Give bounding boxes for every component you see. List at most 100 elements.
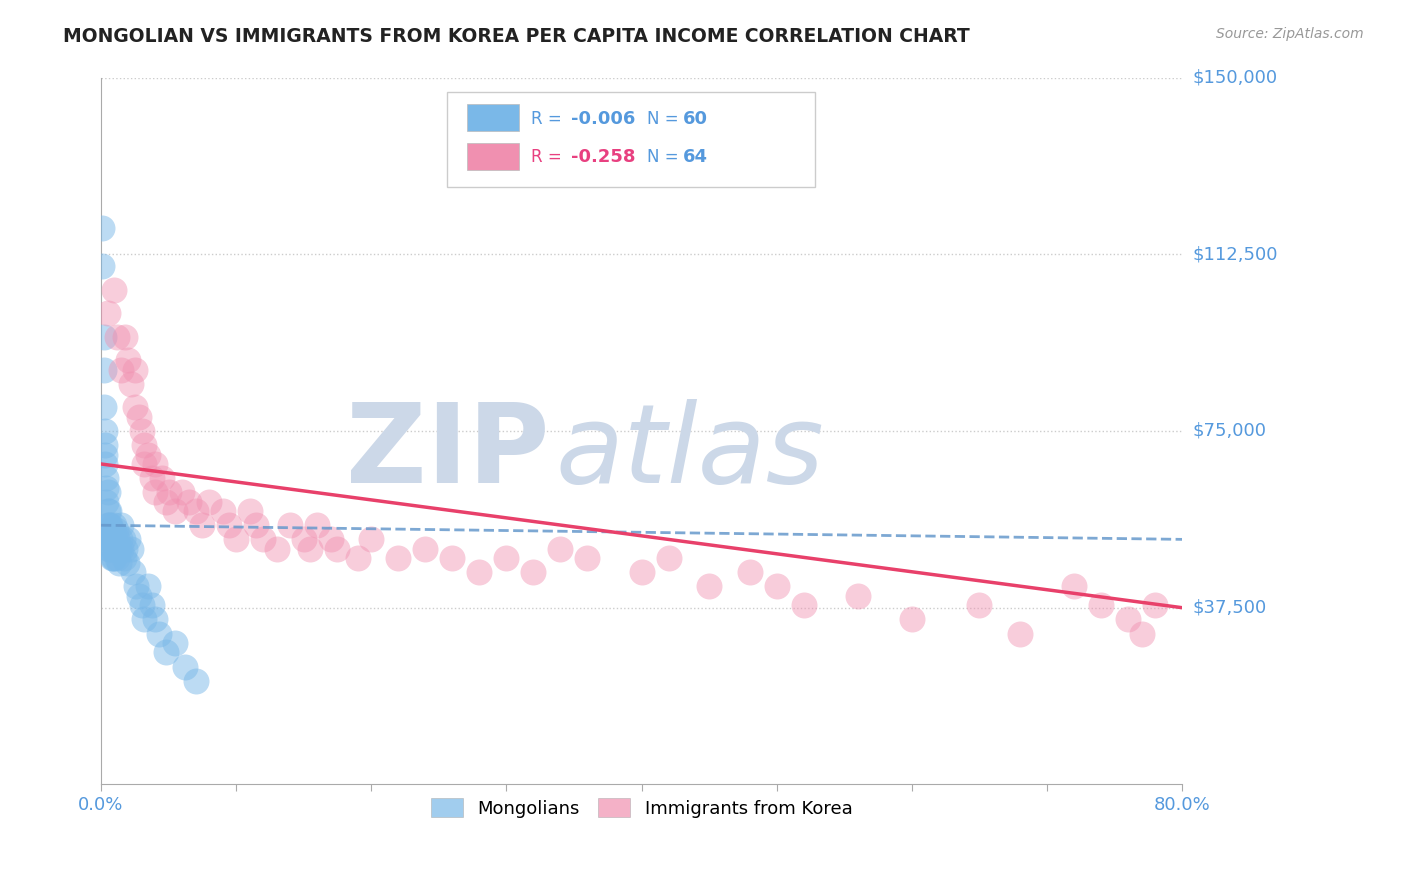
Point [93,401,115,415]
Point [150,471,173,485]
Text: 60: 60 [683,110,707,128]
Point [120,541,142,556]
Point [91,259,114,273]
Point [630,566,652,580]
Point [184,673,207,688]
Point [901,612,924,626]
Point [103,533,125,547]
Point [413,541,436,556]
Point [114,329,136,343]
Point [101,541,124,556]
Text: $75,000: $75,000 [1192,422,1267,440]
Point [143,612,166,626]
Point [96,471,118,485]
Point [252,533,274,547]
Point [307,518,329,533]
Point [1090,599,1112,613]
Text: R =: R = [531,148,567,167]
Point [97,306,120,320]
Point [105,533,128,547]
Point [101,527,124,541]
Point [765,580,787,594]
Point [105,551,128,566]
Point [1116,612,1139,626]
Point [108,533,131,547]
Text: ZIP: ZIP [346,399,550,506]
Point [278,518,301,533]
Point [100,551,122,566]
Point [100,533,122,547]
Point [94,457,117,471]
Point [117,353,139,368]
Point [184,504,207,518]
Point [360,533,382,547]
Point [98,541,121,556]
Point [550,541,572,556]
Point [97,533,120,547]
Point [107,556,129,570]
Point [134,457,156,471]
Point [97,504,120,518]
Point [100,523,122,537]
Text: 64: 64 [683,148,707,167]
Point [299,541,322,556]
Point [107,541,129,556]
Point [170,485,193,500]
Point [738,566,761,580]
FancyBboxPatch shape [447,92,814,187]
Point [143,485,166,500]
Text: N =: N = [647,110,683,128]
Point [104,541,127,556]
Point [103,283,125,297]
Text: $37,500: $37,500 [1192,599,1267,616]
Point [103,518,125,533]
Point [292,533,315,547]
Point [94,438,117,452]
FancyBboxPatch shape [467,144,519,170]
Point [134,438,156,452]
Point [211,504,233,518]
Point [110,541,132,556]
Point [165,636,187,650]
Point [100,541,122,556]
Point [94,424,117,438]
Point [98,533,121,547]
Text: $150,000: $150,000 [1192,69,1278,87]
Point [136,448,159,462]
Point [969,599,991,613]
Point [98,504,121,518]
Point [198,494,221,508]
Point [105,329,128,343]
Point [124,401,146,415]
Point [97,485,120,500]
Point [97,518,120,533]
Point [225,533,247,547]
Text: atlas: atlas [555,399,824,506]
Text: MONGOLIAN VS IMMIGRANTS FROM KOREA PER CAPITA INCOME CORRELATION CHART: MONGOLIAN VS IMMIGRANTS FROM KOREA PER C… [63,27,970,45]
Point [1063,580,1085,594]
Point [177,494,200,508]
Point [101,551,124,566]
Text: R =: R = [531,110,567,128]
Point [266,541,288,556]
Point [93,362,115,376]
Point [1130,626,1153,640]
Point [114,541,136,556]
Point [191,518,214,533]
Point [110,362,132,376]
Point [155,494,177,508]
Point [346,551,368,566]
Point [387,551,409,566]
Point [100,518,122,533]
Point [122,566,145,580]
Point [495,551,517,566]
Point [1144,599,1167,613]
Point [117,533,139,547]
Point [1008,626,1031,640]
Point [93,329,115,343]
Point [115,556,138,570]
Point [112,551,135,566]
Text: Source: ZipAtlas.com: Source: ZipAtlas.com [1216,27,1364,41]
Point [131,424,153,438]
Point [793,599,815,613]
